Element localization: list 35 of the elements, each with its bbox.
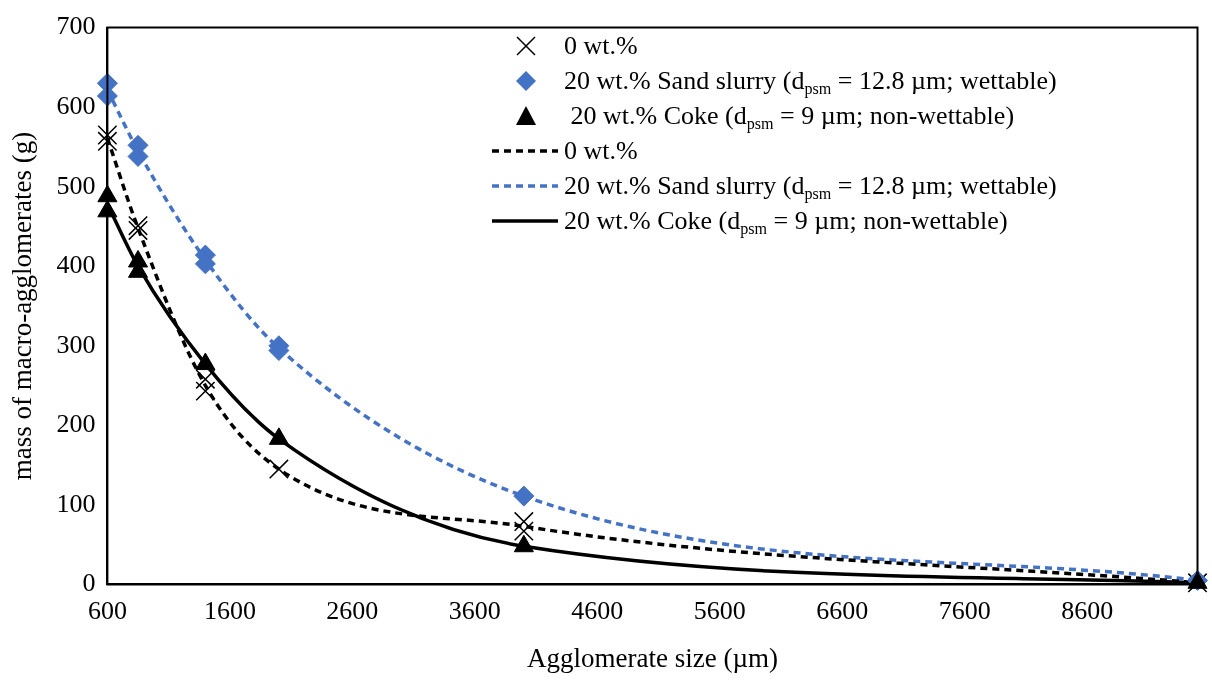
- x-tick-label: 8600: [1061, 595, 1114, 625]
- x-tick-label: 600: [87, 595, 127, 625]
- y-tick-label: 300: [56, 329, 96, 359]
- y-tick-label: 600: [56, 90, 96, 120]
- point: [97, 131, 118, 152]
- x-tick-label: 5600: [693, 595, 746, 625]
- legend-label: 20 wt.% Sand slurry (d$_{psm}$ = 12.8 µm; wettable): [564, 170, 1057, 203]
- y-axis-title: mass of macro-agglomerates (g): [7, 131, 38, 481]
- x-tick-label: 1600: [203, 595, 256, 625]
- point: [268, 459, 289, 480]
- point: [513, 485, 535, 507]
- legend-label: 20 wt.% Coke (d$_{psm}$ = 9 µm; non-wettable): [569, 100, 1015, 133]
- y-tick-label: 0: [82, 568, 96, 598]
- legend-label: 0 wt.%: [564, 30, 638, 62]
- x-tick-label: 7600: [938, 595, 991, 625]
- legend-label: 0 wt.%: [564, 135, 638, 167]
- y-tick-label: 500: [56, 170, 96, 200]
- x-tick-label: 6600: [816, 595, 869, 625]
- point: [513, 521, 534, 542]
- point: [97, 125, 118, 145]
- legend-label: 20 wt.% Coke (d$_{psm}$ = 9 µm; non-wettable): [564, 205, 1008, 238]
- x-tick-label: 2600: [326, 595, 379, 625]
- legend-label: 20 wt.% Sand slurry (d$_{psm}$ = 12.8 µm; wettable): [564, 65, 1057, 98]
- y-tick-label: 200: [56, 409, 96, 439]
- y-tick-label: 400: [56, 250, 96, 280]
- y-tick-label: 100: [56, 488, 96, 518]
- point: [195, 369, 216, 390]
- point: [128, 215, 148, 236]
- y-tick-label: 700: [56, 11, 96, 41]
- x-tick-label: 4600: [571, 595, 624, 625]
- point: [128, 220, 148, 241]
- x-axis-title: Agglomerate size (µm): [526, 642, 778, 673]
- point: [195, 381, 216, 402]
- point: [513, 511, 534, 532]
- x-tick-label: 3600: [448, 595, 501, 625]
